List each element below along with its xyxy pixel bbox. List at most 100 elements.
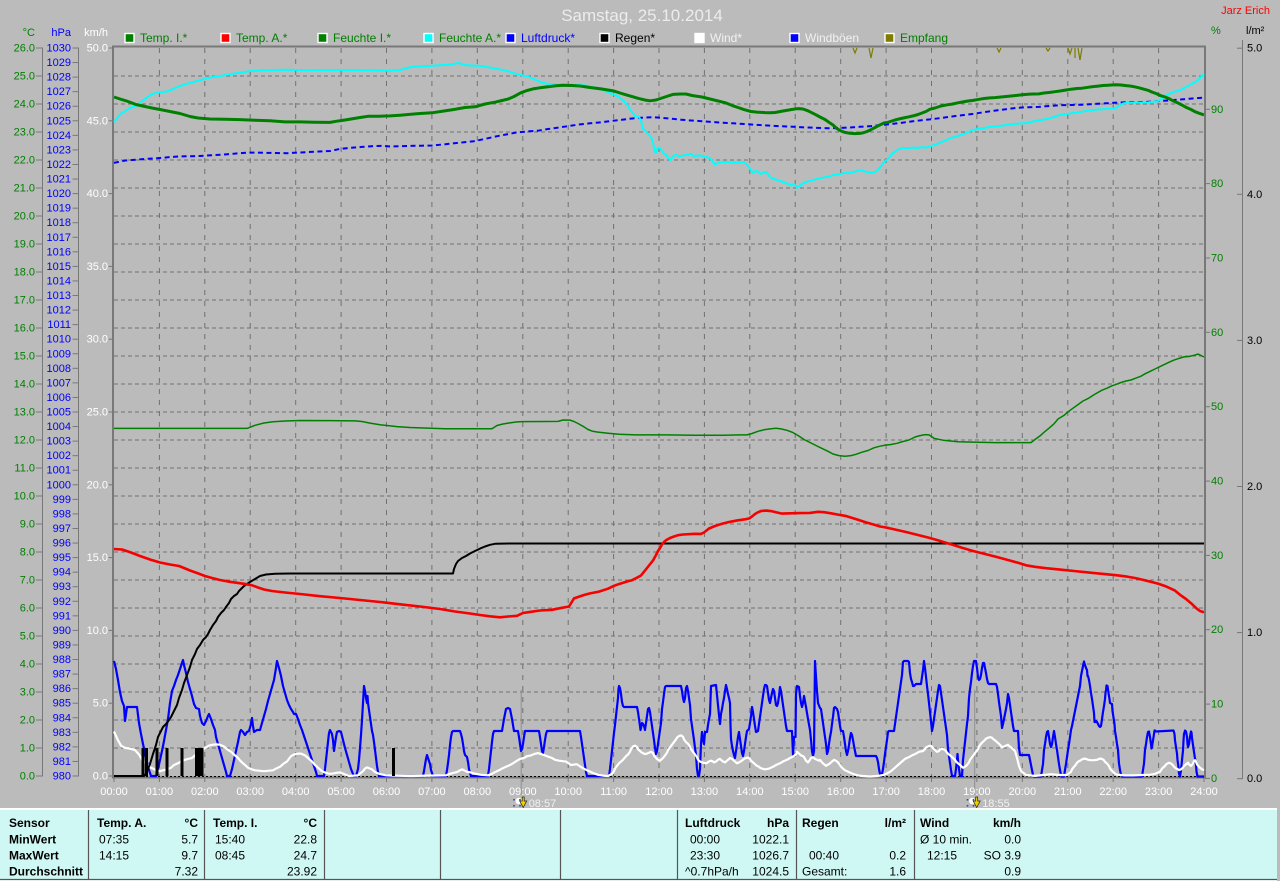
svg-text:1022.1: 1022.1 [752,833,789,847]
svg-text:14.0: 14.0 [14,379,35,391]
svg-text:2.0: 2.0 [20,715,35,727]
svg-text:12:00: 12:00 [645,786,673,798]
svg-text:993: 993 [53,581,71,593]
svg-text:999: 999 [53,494,71,506]
svg-text:11:00: 11:00 [600,786,627,798]
svg-text:1021: 1021 [47,174,71,186]
svg-text:1002: 1002 [47,450,71,462]
svg-text:SO 3.9: SO 3.9 [984,849,1022,863]
svg-text:23.0: 23.0 [14,127,35,139]
svg-text:0.0: 0.0 [1004,833,1021,847]
svg-text:4.0: 4.0 [20,659,35,671]
svg-text:0.0: 0.0 [93,771,108,783]
svg-text:00:00: 00:00 [100,786,128,798]
svg-text:l/m²: l/m² [885,816,906,830]
svg-text:13:00: 13:00 [691,786,719,798]
svg-text:9.0: 9.0 [20,519,35,531]
svg-text:13.0: 13.0 [14,407,35,419]
svg-text:22.0: 22.0 [14,155,35,167]
svg-text:Feuchte A.*: Feuchte A.* [439,31,501,45]
svg-text:1027: 1027 [47,86,71,98]
svg-text:Regen*: Regen* [615,31,655,45]
svg-text:1011: 1011 [47,319,71,331]
svg-text:%: % [1211,25,1221,37]
svg-text:80: 80 [1211,178,1223,190]
svg-text:10:00: 10:00 [554,786,582,798]
svg-text:1022: 1022 [47,159,71,171]
svg-text:20.0: 20.0 [14,211,35,223]
svg-text:14:00: 14:00 [736,786,764,798]
svg-text:21:00: 21:00 [1054,786,1082,798]
svg-text:Samstag, 25.10.2014: Samstag, 25.10.2014 [561,6,723,25]
svg-text:23:30: 23:30 [690,849,720,863]
svg-text:1016: 1016 [47,246,71,258]
svg-text:18:55: 18:55 [982,798,1010,810]
svg-text:1009: 1009 [47,348,71,360]
svg-text:24.0: 24.0 [14,99,35,111]
svg-text:0.9: 0.9 [1004,865,1021,879]
svg-text:12:15: 12:15 [927,849,957,863]
svg-text:5.0: 5.0 [93,698,108,710]
svg-text:Feuchte I.*: Feuchte I.* [333,31,391,45]
svg-text:1025: 1025 [47,115,71,127]
svg-text:Wind*: Wind* [710,31,742,45]
svg-text:04:00: 04:00 [282,786,310,798]
svg-text:1013: 1013 [47,290,71,302]
svg-text:02:00: 02:00 [191,786,219,798]
svg-text:1029: 1029 [47,57,71,69]
svg-text:0: 0 [1211,773,1217,785]
svg-text:0.0: 0.0 [1247,773,1262,785]
svg-text:50: 50 [1211,401,1223,413]
svg-text:70: 70 [1211,253,1223,265]
svg-text:Empfang: Empfang [900,31,948,45]
svg-text:988: 988 [53,654,71,666]
svg-text:Temp. A.: Temp. A. [97,816,146,830]
svg-text:25.0: 25.0 [14,71,35,83]
svg-text:MinWert: MinWert [9,833,56,847]
svg-text:4.0: 4.0 [1247,189,1262,201]
svg-text:990: 990 [53,625,71,637]
svg-text:08:45: 08:45 [215,849,245,863]
svg-text:5.7: 5.7 [181,833,198,847]
svg-text:35.0: 35.0 [87,261,108,273]
svg-text:Luftdruck: Luftdruck [685,816,741,830]
svg-text:1024: 1024 [47,130,71,142]
svg-text:987: 987 [53,669,71,681]
svg-text:1001: 1001 [47,465,71,477]
svg-text:30: 30 [1211,550,1223,562]
svg-text:23:00: 23:00 [1145,786,1173,798]
svg-text:18:00: 18:00 [918,786,946,798]
svg-text:26.0: 26.0 [14,43,35,55]
svg-text:1017: 1017 [47,232,71,244]
svg-text:05:00: 05:00 [327,786,355,798]
svg-text:984: 984 [53,712,71,724]
svg-text:1026.7: 1026.7 [752,849,789,863]
svg-text:14:15: 14:15 [99,849,129,863]
svg-text:1012: 1012 [47,305,71,317]
svg-text:997: 997 [53,523,71,535]
svg-text:Sensor: Sensor [9,816,50,830]
svg-text:1026: 1026 [47,101,71,113]
svg-text:07:35: 07:35 [99,833,129,847]
svg-text:Ø 10 min.: Ø 10 min. [920,833,972,847]
svg-text:992: 992 [53,596,71,608]
svg-text:980: 980 [53,771,71,783]
svg-text:1023: 1023 [47,144,71,156]
svg-text:9.7: 9.7 [181,849,198,863]
svg-text:10.0: 10.0 [14,491,35,503]
svg-text:°C: °C [23,27,35,39]
svg-text:l/m²: l/m² [1246,25,1265,37]
svg-text:15.0: 15.0 [87,552,108,564]
svg-text:17.0: 17.0 [14,295,35,307]
svg-text:90: 90 [1211,104,1223,116]
svg-text:40.0: 40.0 [87,188,108,200]
svg-text:6.0: 6.0 [20,603,35,615]
svg-text:Gesamt:: Gesamt: [802,865,847,879]
svg-text:25.0: 25.0 [87,407,108,419]
svg-text:km/h: km/h [993,816,1021,830]
svg-text:07:00: 07:00 [418,786,446,798]
svg-text:989: 989 [53,639,71,651]
svg-text:Durchschnitt: Durchschnitt [9,865,83,879]
svg-text:00:00: 00:00 [690,833,720,847]
svg-text:1024.5: 1024.5 [752,865,789,879]
